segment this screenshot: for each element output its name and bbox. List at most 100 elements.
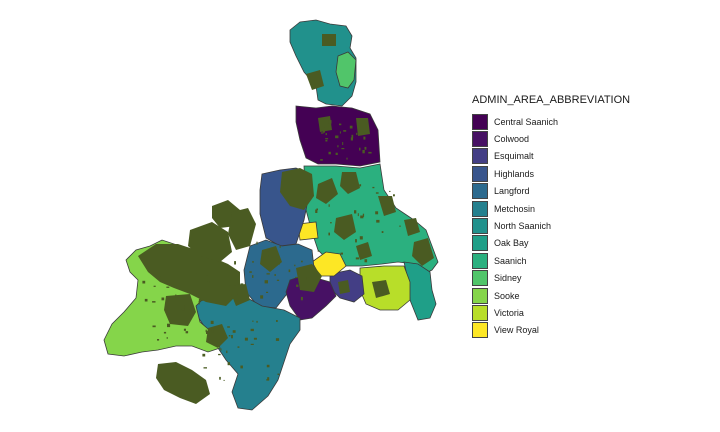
- park-speck: [266, 379, 270, 381]
- park-speck: [163, 331, 167, 334]
- park-speck: [230, 269, 233, 271]
- park-speck: [223, 379, 225, 381]
- park-speck: [315, 209, 318, 213]
- park-speck: [189, 309, 191, 311]
- park-speck: [320, 129, 322, 132]
- park-highlands-central: [280, 168, 314, 210]
- legend-swatch: [472, 304, 488, 321]
- legend-label: Sidney: [494, 273, 522, 284]
- park-speck: [240, 283, 244, 287]
- park-speck: [325, 133, 327, 136]
- park-speck: [253, 337, 257, 340]
- legend-item: Central Saanich: [472, 113, 672, 130]
- park-speck: [399, 225, 401, 227]
- legend-label: View Royal: [494, 325, 539, 336]
- park-highlands: [228, 208, 256, 250]
- park-metchosin-a: [206, 324, 228, 348]
- park-speck: [152, 301, 156, 303]
- park-south-sooke: [156, 362, 210, 404]
- area-metchosin: [195, 295, 301, 411]
- park-speck: [167, 323, 171, 328]
- park-speck: [207, 281, 210, 284]
- park-speck: [363, 246, 367, 248]
- park-speck: [325, 138, 329, 140]
- park-speck: [346, 157, 348, 160]
- park-speck: [210, 320, 214, 324]
- park-speck: [368, 151, 372, 154]
- park-speck: [235, 292, 238, 295]
- legend-swatch: [472, 148, 488, 165]
- park-speck: [267, 249, 270, 252]
- park-speck: [252, 261, 254, 263]
- legend-label: Saanich: [494, 255, 527, 266]
- legend-item: North Saanich: [472, 217, 672, 235]
- park-speck: [277, 373, 280, 375]
- park-victoria-a: [372, 280, 390, 298]
- legend-swatch: [472, 165, 488, 182]
- park-speck: [206, 330, 208, 334]
- legend-swatch: [472, 218, 488, 235]
- park-speck: [355, 257, 359, 260]
- legend-label: Highlands: [494, 168, 535, 179]
- legend-item: Sidney: [472, 270, 672, 287]
- park-sooke-block: [164, 294, 196, 326]
- park-north-saanich-a: [322, 34, 336, 46]
- park-speck: [252, 275, 254, 278]
- park-speck: [288, 269, 291, 273]
- legend-label: Oak Bay: [494, 238, 529, 249]
- park-speck: [357, 213, 359, 217]
- park-speck: [393, 194, 395, 197]
- park-speck: [375, 192, 379, 194]
- park-speck: [268, 255, 271, 258]
- legend-swatch: [472, 270, 488, 287]
- legend-swatch: [472, 200, 488, 217]
- park-speck: [175, 294, 177, 298]
- park-central-saanich-a: [318, 116, 332, 132]
- park-speck: [316, 208, 318, 211]
- legend-label: Colwood: [494, 134, 530, 145]
- park-speck: [342, 142, 344, 145]
- park-saanich-c: [334, 214, 356, 240]
- park-speck: [144, 298, 148, 302]
- park-speck: [274, 274, 276, 276]
- park-speck: [185, 331, 189, 334]
- park-speck: [264, 280, 268, 284]
- park-speck: [228, 335, 231, 337]
- park-speck: [200, 298, 204, 301]
- park-speck: [205, 329, 207, 333]
- park-speck: [157, 273, 161, 277]
- park-speck: [324, 125, 326, 128]
- park-speck: [362, 213, 365, 217]
- park-speck: [328, 204, 330, 207]
- park-speck: [364, 146, 367, 150]
- park-speck: [250, 343, 254, 345]
- park-saanich-a: [316, 178, 338, 204]
- park-speck: [330, 222, 332, 224]
- legend-item: Sooke: [472, 287, 672, 304]
- park-speck: [240, 365, 243, 369]
- park-speck: [354, 210, 357, 214]
- park-speck: [341, 148, 345, 150]
- park-speck: [375, 211, 379, 215]
- park-speck: [272, 256, 275, 259]
- park-speck: [306, 276, 309, 279]
- park-speck: [244, 337, 248, 341]
- legend-swatch: [472, 131, 488, 148]
- legend-swatch: [472, 287, 488, 304]
- legend-swatch: [472, 113, 488, 130]
- legend-label: Sooke: [494, 290, 520, 301]
- park-speck: [220, 348, 222, 351]
- park-speck: [205, 275, 208, 277]
- legend-swatch: [472, 235, 488, 252]
- park-speck: [231, 335, 233, 339]
- legend-label: North Saanich: [494, 221, 552, 232]
- park-speck: [337, 145, 339, 148]
- park-speck: [355, 239, 357, 243]
- park-saanich-e: [404, 218, 420, 236]
- park-speck: [266, 291, 269, 293]
- park-speck: [320, 159, 323, 161]
- park-speck: [364, 259, 368, 263]
- park-speck: [389, 190, 391, 192]
- park-speck: [296, 284, 299, 287]
- park-speck: [275, 338, 280, 341]
